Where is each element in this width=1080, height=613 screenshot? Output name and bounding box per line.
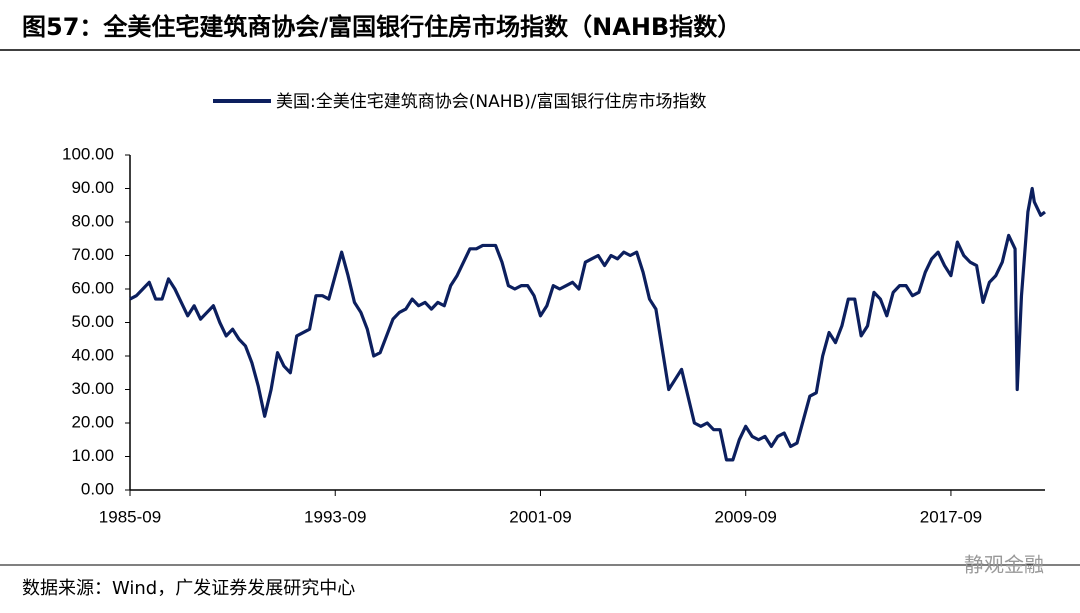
x-tick-label: 2009-09 xyxy=(715,507,777,526)
y-tick-label: 40.00 xyxy=(71,345,114,364)
y-tick-label: 0.00 xyxy=(81,479,114,498)
watermark: 静观金融 xyxy=(964,553,1044,577)
data-line xyxy=(129,186,1046,462)
y-tick-label: 100.00 xyxy=(62,144,114,163)
x-tick-label: 1993-09 xyxy=(304,507,366,526)
y-tick-label: 30.00 xyxy=(71,379,114,398)
y-tick-label: 60.00 xyxy=(71,278,114,297)
source-note: 数据来源：Wind，广发证券发展研究中心 xyxy=(22,578,355,599)
y-tick-label: 50.00 xyxy=(71,312,114,331)
y-tick-label: 80.00 xyxy=(71,211,114,230)
chart-title: 图57：全美住宅建筑商协会/富国银行住房市场指数（NAHB指数） xyxy=(22,13,741,41)
x-tick-label: 2001-09 xyxy=(509,507,571,526)
x-tick-label: 2017-09 xyxy=(920,507,982,526)
x-tick-label: 1985-09 xyxy=(99,507,161,526)
legend-label: 美国:全美住宅建筑商协会(NAHB)/富国银行住房市场指数 xyxy=(276,92,707,112)
y-tick-label: 10.00 xyxy=(71,446,114,465)
y-tick-label: 20.00 xyxy=(71,412,114,431)
y-tick-label: 70.00 xyxy=(71,245,114,264)
y-tick-label: 90.00 xyxy=(71,178,114,197)
